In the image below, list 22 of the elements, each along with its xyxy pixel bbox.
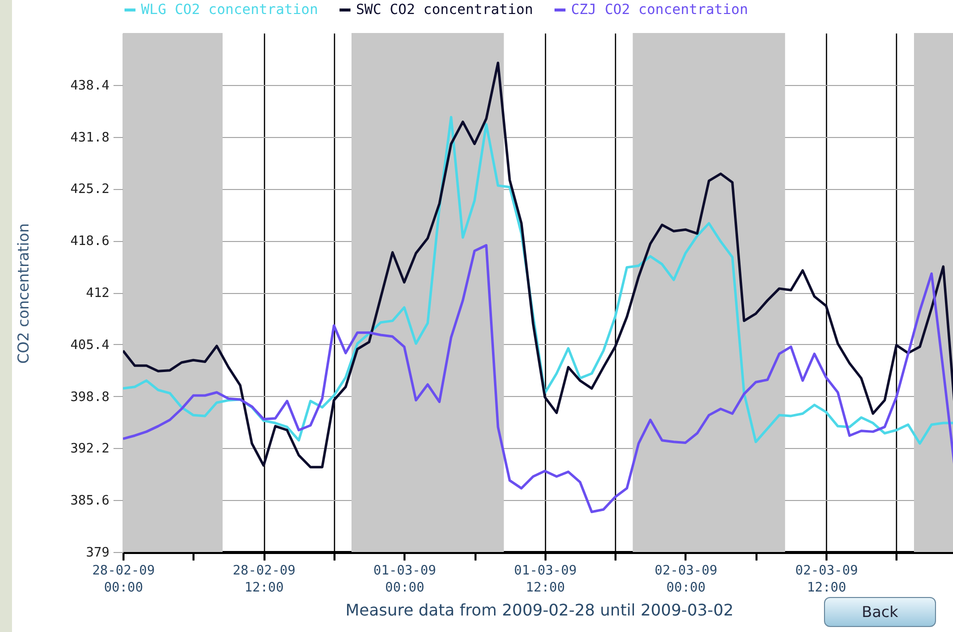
x-tick-label: 02-03-09 00:00 — [654, 564, 718, 596]
x-tick-label: 01-03-09 12:00 — [514, 564, 577, 596]
back-button: Back — [824, 597, 936, 627]
y-tick-label: 431.8 — [70, 130, 110, 146]
legend-label: SWC CO2 concentration — [356, 2, 534, 18]
x-axis-title: Measure data from 2009-02-28 until 2009-03-02 — [345, 600, 734, 620]
y-tick-label: 438.4 — [70, 78, 110, 94]
y-tick-label: 392.2 — [70, 442, 110, 457]
y-tick-label: 379 — [86, 546, 110, 560]
y-tick-label: 425.2 — [70, 182, 110, 198]
x-tick-label: 28-02-09 00:00 — [92, 564, 155, 596]
x-tick-label: 02-03-09 12:00 — [795, 564, 858, 596]
y-tick-label: 398.8 — [70, 390, 110, 405]
legend-label: WLG CO2 concentration — [141, 2, 318, 18]
y-tick-label: 412 — [86, 286, 110, 301]
x-tick-label: 01-03-09 00:00 — [373, 564, 436, 596]
x-tick-label: 28-02-09 12:00 — [232, 564, 296, 596]
legend-label: CZJ CO2 concentration — [571, 2, 748, 18]
y-tick-label: 385.6 — [70, 494, 110, 509]
y-tick-label: 405.4 — [70, 338, 110, 353]
y-axis-title: CO2 concentration — [14, 223, 32, 364]
y-tick-label: 418.6 — [70, 234, 110, 250]
